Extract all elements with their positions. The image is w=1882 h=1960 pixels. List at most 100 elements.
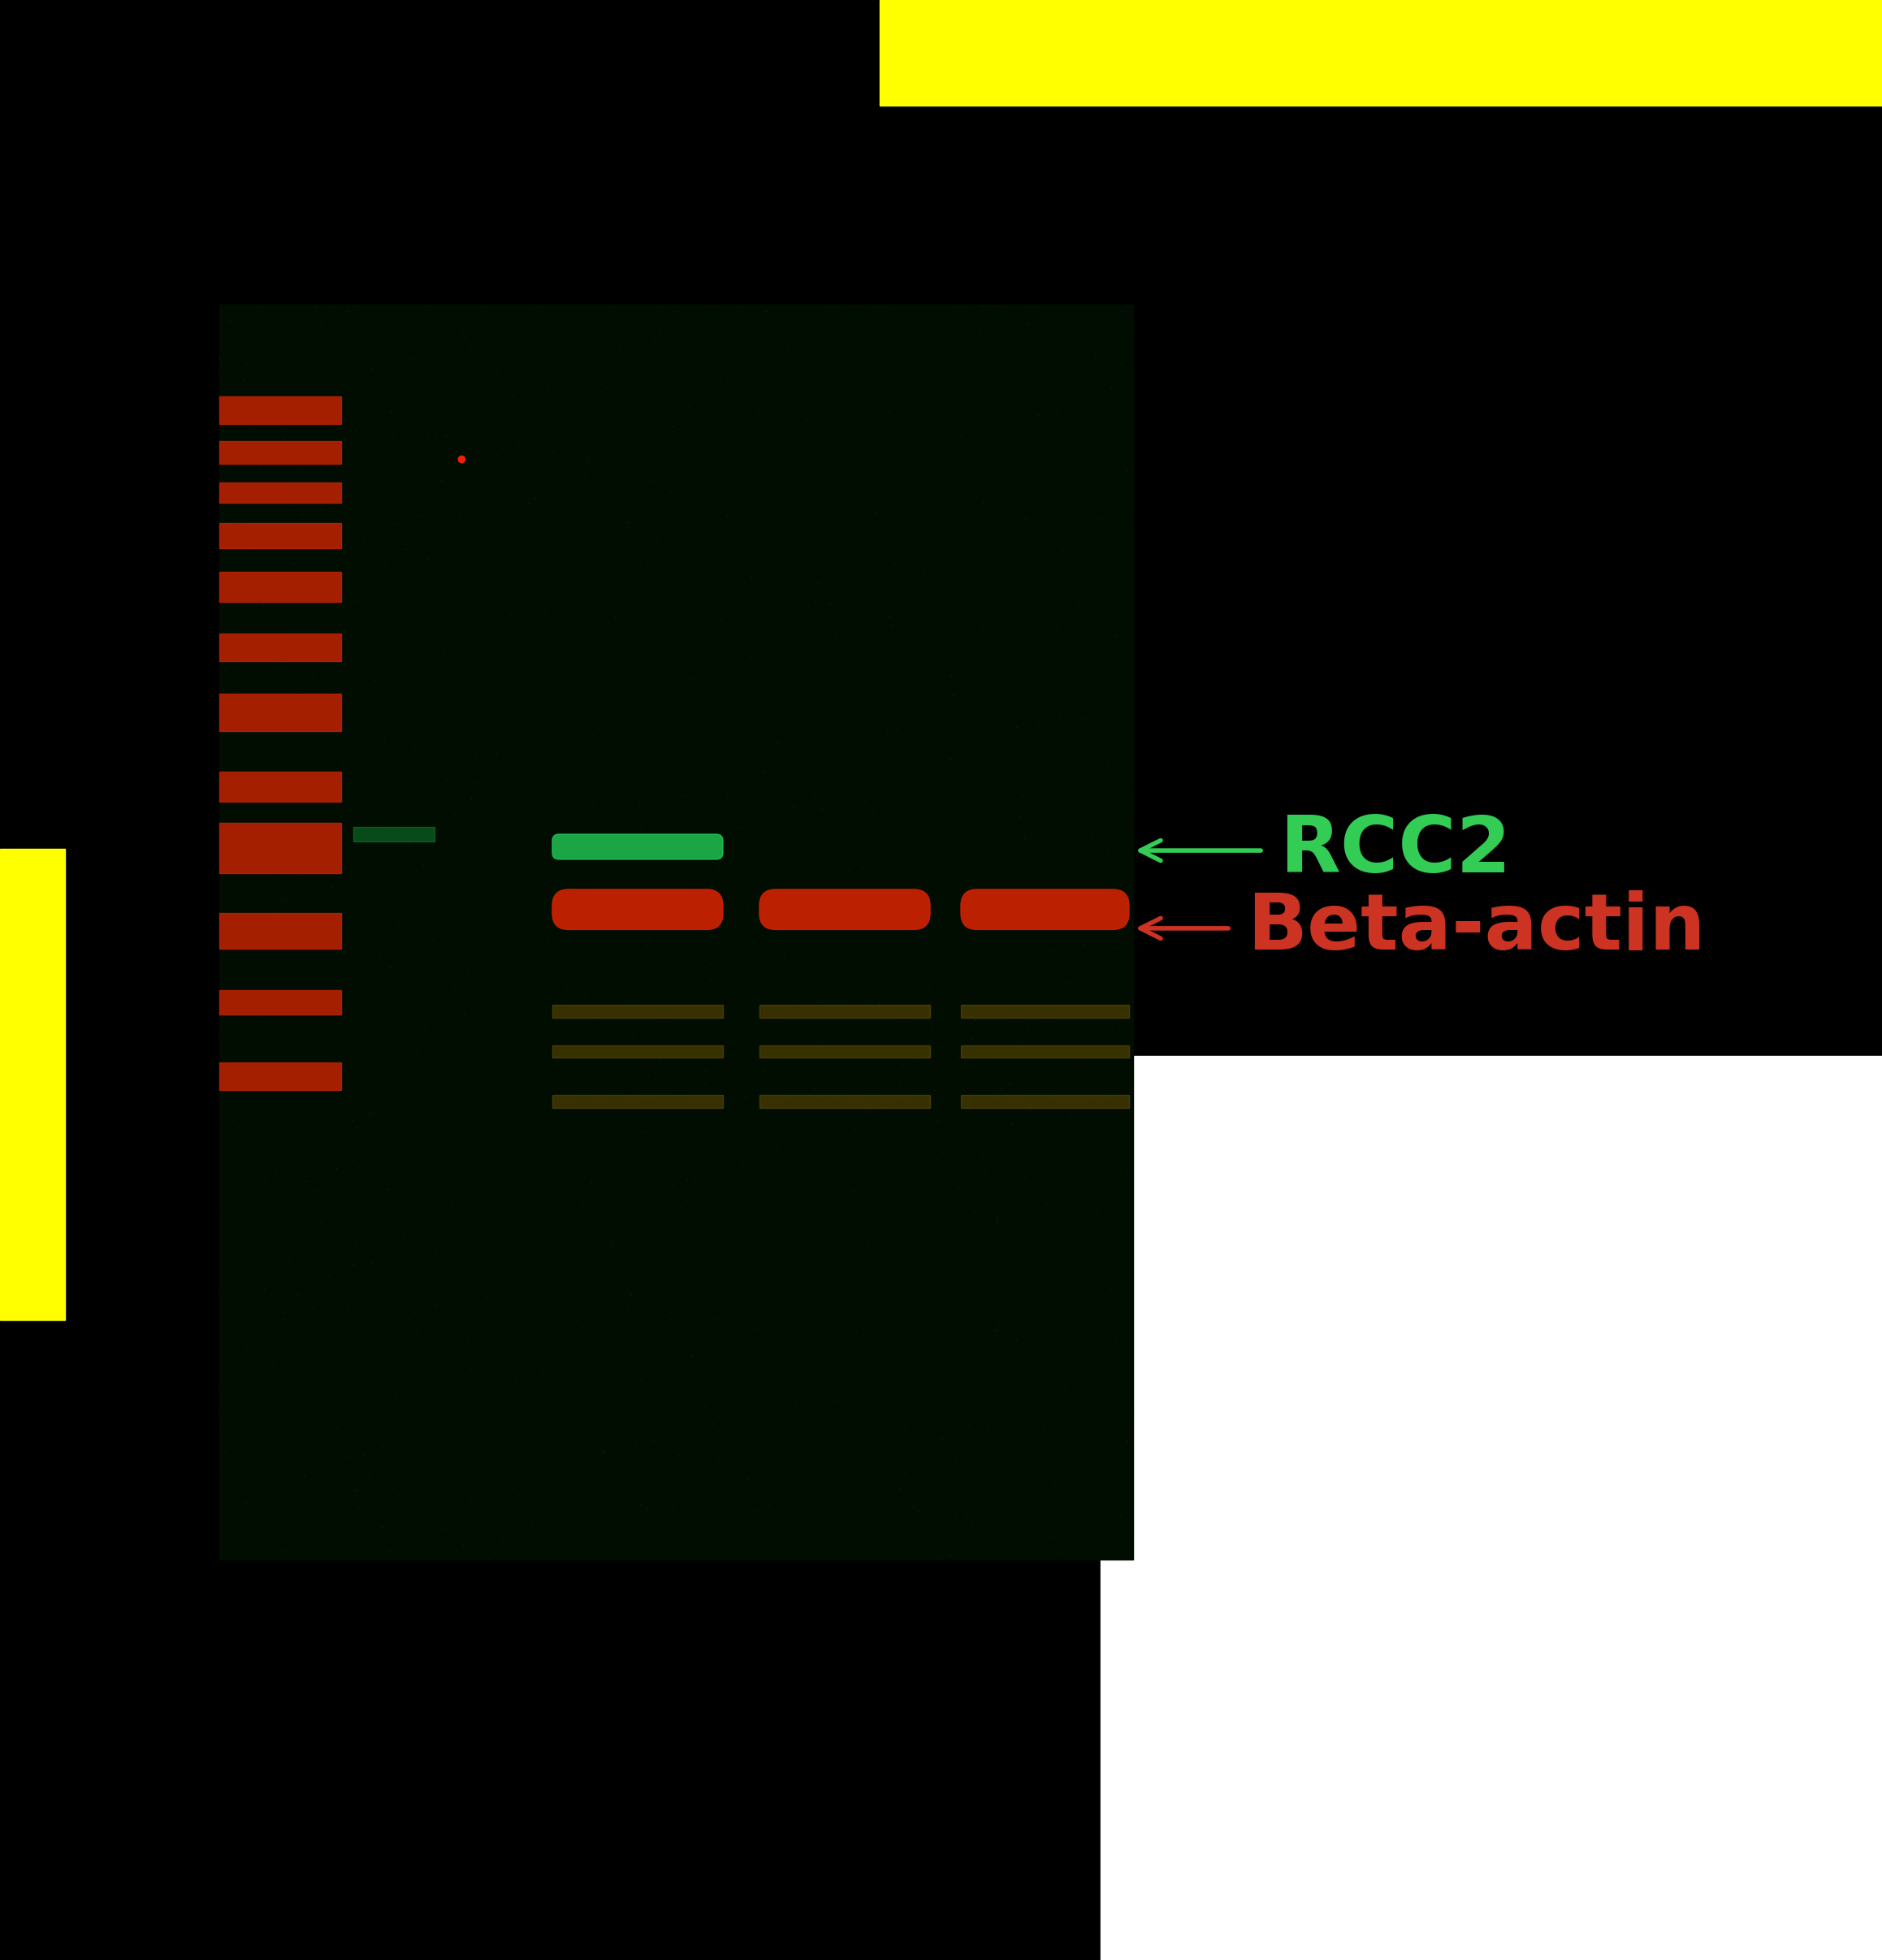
Point — [836, 1015, 866, 1047]
Point — [213, 302, 243, 333]
Point — [587, 604, 617, 635]
Point — [982, 902, 1013, 933]
Point — [798, 1033, 828, 1064]
Point — [215, 1227, 245, 1258]
Point — [1107, 917, 1137, 949]
Point — [962, 992, 992, 1023]
Point — [849, 608, 879, 639]
Point — [935, 1015, 965, 1047]
Point — [700, 333, 730, 365]
Point — [900, 700, 930, 731]
Point — [533, 1219, 563, 1250]
Point — [939, 1045, 969, 1076]
Point — [994, 1472, 1024, 1503]
Point — [860, 1233, 890, 1264]
Point — [685, 894, 715, 925]
Point — [710, 384, 740, 416]
Point — [439, 1368, 469, 1399]
Point — [977, 1323, 1007, 1354]
Point — [470, 1160, 501, 1192]
Point — [224, 290, 254, 321]
Point — [344, 290, 375, 321]
Point — [988, 1223, 1018, 1254]
Point — [933, 1188, 964, 1219]
Point — [344, 1160, 375, 1192]
Point — [949, 1074, 979, 1105]
Point — [883, 445, 913, 476]
Point — [762, 476, 792, 508]
Point — [979, 1301, 1009, 1333]
Point — [224, 637, 254, 668]
Point — [474, 1535, 504, 1566]
Point — [299, 659, 329, 690]
Point — [981, 470, 1011, 502]
Point — [286, 337, 316, 368]
Point — [853, 1492, 883, 1523]
Point — [796, 1217, 826, 1249]
Point — [711, 1254, 742, 1286]
Point — [519, 1170, 550, 1201]
Point — [917, 1011, 947, 1043]
Point — [726, 1133, 757, 1164]
Point — [369, 331, 399, 363]
Point — [211, 655, 241, 686]
Point — [343, 670, 373, 702]
Point — [764, 956, 794, 988]
Point — [640, 1468, 670, 1499]
Point — [933, 772, 964, 804]
Point — [1086, 1495, 1116, 1527]
Point — [341, 416, 371, 447]
Point — [636, 535, 666, 566]
Point — [612, 492, 642, 523]
Point — [297, 1384, 327, 1415]
Point — [358, 933, 388, 964]
Point — [312, 960, 343, 992]
Point — [593, 659, 623, 690]
Point — [239, 623, 269, 655]
Point — [565, 1284, 595, 1315]
Point — [376, 739, 407, 770]
Point — [649, 1376, 679, 1407]
Point — [450, 512, 480, 543]
Point — [407, 661, 437, 692]
Point — [696, 300, 726, 331]
Point — [1003, 751, 1033, 782]
Point — [964, 1023, 994, 1054]
Point — [231, 1486, 262, 1517]
Point — [659, 1004, 689, 1035]
Point — [807, 794, 837, 825]
Point — [1016, 1405, 1046, 1437]
Point — [1084, 586, 1114, 617]
Point — [762, 800, 792, 831]
Point — [585, 1056, 615, 1088]
Point — [307, 931, 337, 962]
Point — [241, 1523, 271, 1554]
Point — [694, 1200, 725, 1231]
Point — [903, 1182, 933, 1213]
Point — [538, 1005, 568, 1037]
Point — [457, 956, 487, 988]
Point — [1003, 949, 1033, 980]
Point — [290, 1460, 320, 1492]
Point — [975, 363, 1005, 394]
Point — [629, 1319, 659, 1350]
Point — [629, 1237, 659, 1268]
Point — [1045, 700, 1075, 731]
Point — [440, 604, 470, 635]
Point — [207, 1111, 237, 1143]
Point — [981, 355, 1011, 386]
Point — [986, 1452, 1016, 1484]
Point — [230, 1356, 260, 1388]
Point — [1060, 1360, 1090, 1392]
Point — [1114, 821, 1144, 853]
Point — [548, 449, 578, 480]
Point — [1048, 804, 1078, 835]
Point — [284, 374, 314, 406]
Point — [354, 882, 384, 913]
Point — [996, 1325, 1026, 1356]
Point — [337, 778, 367, 809]
Point — [290, 535, 320, 566]
Point — [452, 788, 482, 819]
Point — [326, 739, 356, 770]
Point — [595, 1372, 625, 1403]
